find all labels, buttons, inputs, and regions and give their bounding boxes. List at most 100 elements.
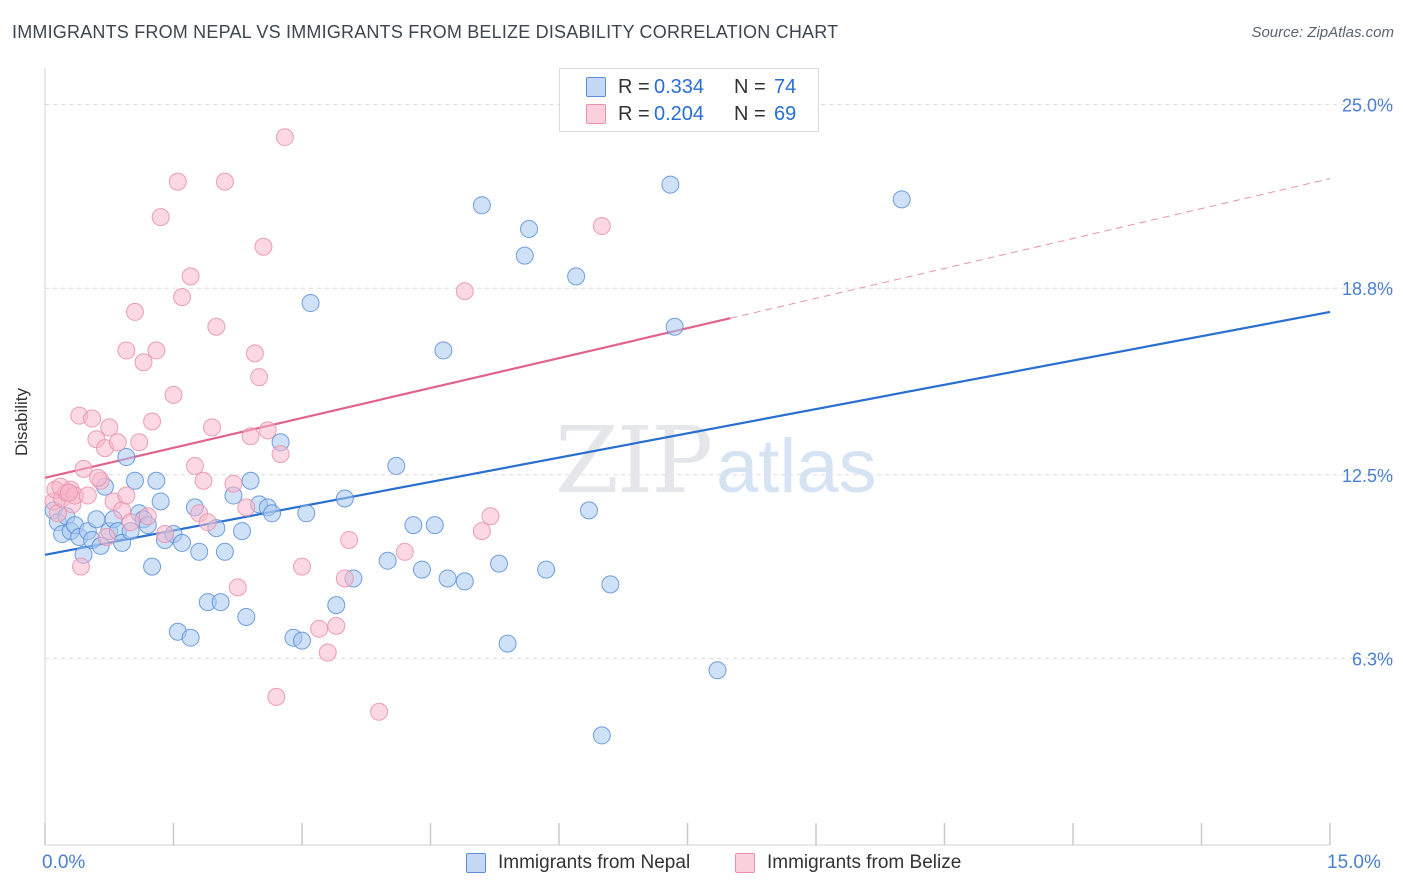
belize-point bbox=[121, 513, 140, 532]
belize-point bbox=[155, 525, 174, 544]
belize-point bbox=[327, 616, 346, 635]
belize-point bbox=[147, 341, 166, 360]
belize-point bbox=[48, 504, 67, 523]
belize-point bbox=[472, 522, 491, 541]
belize-point bbox=[130, 433, 149, 452]
nepal-point bbox=[327, 596, 346, 615]
nepal-n-label: N = bbox=[734, 75, 766, 98]
nepal-point bbox=[190, 542, 209, 561]
nepal-point bbox=[181, 628, 200, 647]
belize-point bbox=[310, 619, 329, 638]
belize-point bbox=[125, 302, 144, 321]
nepal-point bbox=[335, 489, 354, 508]
nepal-point bbox=[143, 557, 162, 576]
belize-point bbox=[181, 267, 200, 286]
nepal-point bbox=[425, 516, 444, 535]
belize-point bbox=[108, 433, 127, 452]
belize-n-value: 69 bbox=[774, 102, 797, 125]
legend-nepal-swatch bbox=[466, 853, 486, 873]
belize-point bbox=[83, 409, 102, 428]
watermark-zip: ZIP bbox=[555, 407, 711, 514]
belize-point bbox=[168, 172, 187, 191]
legend-item-nepal: Immigrants from Nepal bbox=[466, 852, 690, 874]
nepal-swatch bbox=[586, 77, 606, 97]
source-label: Source: ZipAtlas.com bbox=[1251, 24, 1394, 41]
belize-point bbox=[250, 368, 269, 387]
belize-point bbox=[370, 702, 389, 721]
nepal-point bbox=[567, 267, 586, 286]
nepal-point bbox=[665, 317, 684, 336]
y-axis-label: Disability bbox=[12, 387, 31, 456]
nepal-point bbox=[601, 575, 620, 594]
nepal-point bbox=[537, 560, 556, 579]
belize-point bbox=[78, 486, 97, 505]
nepal-r-label: R = bbox=[618, 75, 650, 98]
belize-point bbox=[275, 128, 294, 147]
belize-point bbox=[138, 507, 157, 526]
belize-r-value: 0.204 bbox=[654, 102, 705, 125]
belize-point bbox=[198, 513, 217, 532]
nepal-point bbox=[241, 471, 260, 490]
nepal-point bbox=[293, 631, 311, 650]
series-legend: Immigrants from Nepal Immigrants from Be… bbox=[0, 852, 1406, 876]
legend-row-belize: R = 0.204 N = 69 bbox=[586, 101, 796, 127]
belize-point bbox=[224, 474, 243, 493]
belize-point bbox=[318, 643, 337, 662]
watermark-atlas: atlas bbox=[716, 424, 877, 509]
belize-point bbox=[293, 557, 311, 576]
nepal-point bbox=[520, 220, 539, 238]
nepal-point bbox=[708, 661, 727, 680]
nepal-point bbox=[233, 522, 252, 541]
belize-trend-line bbox=[44, 317, 731, 479]
nepal-point bbox=[592, 726, 611, 745]
belize-trend-line-extension bbox=[730, 178, 1331, 319]
belize-point bbox=[164, 385, 183, 404]
belize-point bbox=[592, 217, 611, 236]
nepal-point bbox=[378, 551, 397, 570]
belize-point bbox=[254, 237, 273, 256]
nepal-point bbox=[117, 448, 136, 467]
nepal-point bbox=[215, 542, 234, 561]
belize-point bbox=[59, 483, 78, 502]
legend-belize-swatch bbox=[735, 853, 755, 873]
nepal-n-value: 74 bbox=[774, 75, 797, 98]
belize-point bbox=[335, 569, 354, 588]
correlation-legend: R = 0.334 N = 74 R = 0.204 N = 69 bbox=[559, 68, 819, 132]
belize-r-label: R = bbox=[618, 102, 650, 125]
belize-point bbox=[134, 353, 153, 372]
belize-point bbox=[100, 418, 119, 437]
nepal-point bbox=[151, 492, 170, 511]
nepal-point bbox=[237, 607, 256, 626]
nepal-point bbox=[498, 634, 517, 653]
belize-point bbox=[71, 557, 90, 576]
belize-point bbox=[194, 471, 213, 490]
nepal-point bbox=[297, 504, 316, 523]
nepal-point bbox=[892, 190, 911, 209]
legend-belize-label: Immigrants from Belize bbox=[767, 852, 962, 873]
nepal-point bbox=[579, 501, 598, 520]
nepal-point bbox=[515, 246, 534, 265]
nepal-point bbox=[438, 569, 457, 588]
nepal-point bbox=[387, 456, 406, 475]
nepal-point bbox=[404, 516, 423, 535]
nepal-point bbox=[490, 554, 509, 573]
nepal-point bbox=[301, 294, 320, 313]
belize-point bbox=[215, 172, 234, 191]
belize-point bbox=[481, 507, 500, 526]
y-tick-label: 12.5% bbox=[1342, 466, 1393, 486]
nepal-point bbox=[87, 510, 106, 529]
belize-point bbox=[395, 542, 414, 561]
belize-point bbox=[267, 687, 286, 706]
legend-item-belize: Immigrants from Belize bbox=[735, 852, 961, 874]
nepal-point bbox=[147, 471, 166, 490]
x-tick-min: 0.0% bbox=[42, 852, 86, 873]
belize-point bbox=[173, 288, 192, 307]
belize-point bbox=[185, 456, 204, 475]
belize-point bbox=[340, 530, 359, 549]
nepal-point bbox=[125, 471, 144, 490]
belize-point bbox=[143, 412, 162, 431]
nepal-point bbox=[434, 341, 453, 360]
belize-point bbox=[74, 459, 93, 478]
legend-row-nepal: R = 0.334 N = 74 bbox=[586, 74, 796, 100]
